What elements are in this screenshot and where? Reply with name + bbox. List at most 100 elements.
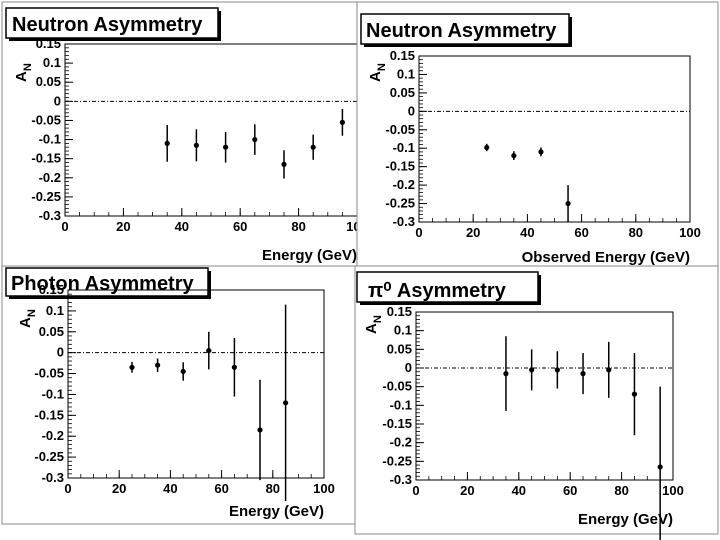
x-tick-label: 40 xyxy=(163,481,177,496)
y-tick-label: 0.05 xyxy=(390,85,415,100)
y-tick-label: -0.25 xyxy=(385,196,415,211)
x-tick-label: 0 xyxy=(412,483,419,498)
panel-frame xyxy=(1,265,356,525)
data-point xyxy=(511,153,517,159)
y-tick-label: -0.05 xyxy=(385,122,415,137)
y-axis-label-subscript: N xyxy=(26,309,38,317)
x-tick-label: 0 xyxy=(64,481,71,496)
x-tick-label: 60 xyxy=(214,481,228,496)
y-tick-label: 0.15 xyxy=(387,304,412,319)
y-tick-label: -0.15 xyxy=(34,407,64,422)
y-tick-label: 0.1 xyxy=(397,66,415,81)
data-point xyxy=(231,364,237,370)
y-axis-label-subscript: N xyxy=(372,315,384,323)
y-tick-label: 0.1 xyxy=(43,55,61,70)
data-point xyxy=(281,161,287,167)
y-tick-label: -0.05 xyxy=(382,379,412,394)
x-tick-label: 60 xyxy=(563,483,577,498)
y-tick-label: -0.25 xyxy=(382,453,412,468)
title-box xyxy=(5,267,209,297)
y-tick-label: -0.2 xyxy=(39,170,61,185)
x-tick-label: 20 xyxy=(466,225,480,240)
y-axis-label-subscript: N xyxy=(22,63,34,71)
title-box xyxy=(360,13,570,45)
y-axis-label-main: A xyxy=(363,323,380,334)
y-tick-label: 0.15 xyxy=(39,282,64,297)
chart-title: Neutron Asymmetry xyxy=(366,20,557,42)
y-tick-label: -0.3 xyxy=(390,472,412,487)
data-point xyxy=(180,368,186,375)
data-point xyxy=(631,391,638,397)
x-tick-label: 20 xyxy=(112,481,126,496)
data-point xyxy=(529,367,535,373)
data-point xyxy=(129,364,135,370)
x-tick-label: 80 xyxy=(629,225,643,240)
y-tick-label: 0 xyxy=(405,360,412,375)
y-tick-label: -0.15 xyxy=(31,151,61,166)
x-tick-label: 100 xyxy=(679,225,701,240)
x-tick-label: 20 xyxy=(460,483,474,498)
x-tick-label: 80 xyxy=(614,483,628,498)
data-point xyxy=(223,144,229,150)
x-tick-label: 40 xyxy=(512,483,526,498)
y-tick-label: 0 xyxy=(57,345,64,360)
y-axis-label: AN xyxy=(17,309,38,328)
x-axis-label: Observed Energy (GeV) xyxy=(522,249,690,266)
data-point xyxy=(503,371,509,377)
y-tick-label: -0.3 xyxy=(42,470,64,485)
y-axis-label: AN xyxy=(363,315,384,334)
y-tick-label: -0.3 xyxy=(393,214,415,229)
x-tick-label: 0 xyxy=(415,225,422,240)
data-point xyxy=(565,200,571,207)
data-point xyxy=(339,119,345,125)
x-tick-label: 60 xyxy=(574,225,588,240)
x-tick-label: 20 xyxy=(116,219,130,234)
chart-title: Neutron Asymmetry xyxy=(12,14,203,36)
x-tick-label: 60 xyxy=(233,219,247,234)
x-tick-label: 40 xyxy=(175,219,189,234)
y-tick-label: 0.05 xyxy=(39,324,64,339)
y-tick-label: -0.15 xyxy=(382,416,412,431)
y-tick-label: -0.05 xyxy=(34,366,64,381)
data-point xyxy=(484,144,490,151)
chart-panel-3: Photon Asymmetry0.150.10.050-0.05-0.1-0.… xyxy=(1,265,356,525)
y-tick-label: 0.1 xyxy=(394,323,412,338)
data-point xyxy=(155,362,161,368)
data-point xyxy=(283,400,289,406)
y-tick-label: -0.1 xyxy=(393,140,415,155)
y-axis-label-main: A xyxy=(13,71,30,82)
x-axis-label: Energy (GeV) xyxy=(578,511,673,528)
y-tick-label: 0.05 xyxy=(36,74,61,89)
y-tick-label: -0.25 xyxy=(34,449,64,464)
data-point xyxy=(657,464,663,470)
y-tick-label: -0.05 xyxy=(31,112,61,127)
y-tick-label: -0.2 xyxy=(390,435,412,450)
y-tick-label: 0.15 xyxy=(390,48,415,63)
x-axis-label: Energy (GeV) xyxy=(229,503,324,520)
data-point xyxy=(193,142,199,148)
chart-panel-4: π⁰ Asymmetry 0.15 0.1 0.05 0 -0.05 -0.1 -0.15 -0… xyxy=(354,265,719,540)
panel-frame xyxy=(1,1,358,269)
x-tick-label: 100 xyxy=(662,483,684,498)
y-axis-label: AN xyxy=(13,63,34,82)
y-axis-label-main: A xyxy=(17,317,34,328)
data-point xyxy=(538,149,544,155)
y-tick-label: 0.1 xyxy=(46,303,64,318)
x-tick-label: 80 xyxy=(266,481,280,496)
x-tick-label: 80 xyxy=(291,219,305,234)
data-point xyxy=(206,347,212,354)
y-tick-label: -0.15 xyxy=(385,159,415,174)
y-tick-label: 0 xyxy=(54,93,61,108)
data-point xyxy=(580,371,586,377)
y-tick-label: -0.3 xyxy=(39,208,61,223)
y-tick-label: 0.05 xyxy=(387,341,412,356)
y-tick-label: -0.1 xyxy=(42,386,64,401)
y-tick-label: 0.15 xyxy=(36,36,61,51)
x-tick-label: 0 xyxy=(61,219,68,234)
y-axis-label-main: A xyxy=(367,71,384,82)
y-axis-label-subscript: N xyxy=(376,63,388,71)
y-tick-label: -0.1 xyxy=(390,397,412,412)
data-point xyxy=(554,367,560,373)
